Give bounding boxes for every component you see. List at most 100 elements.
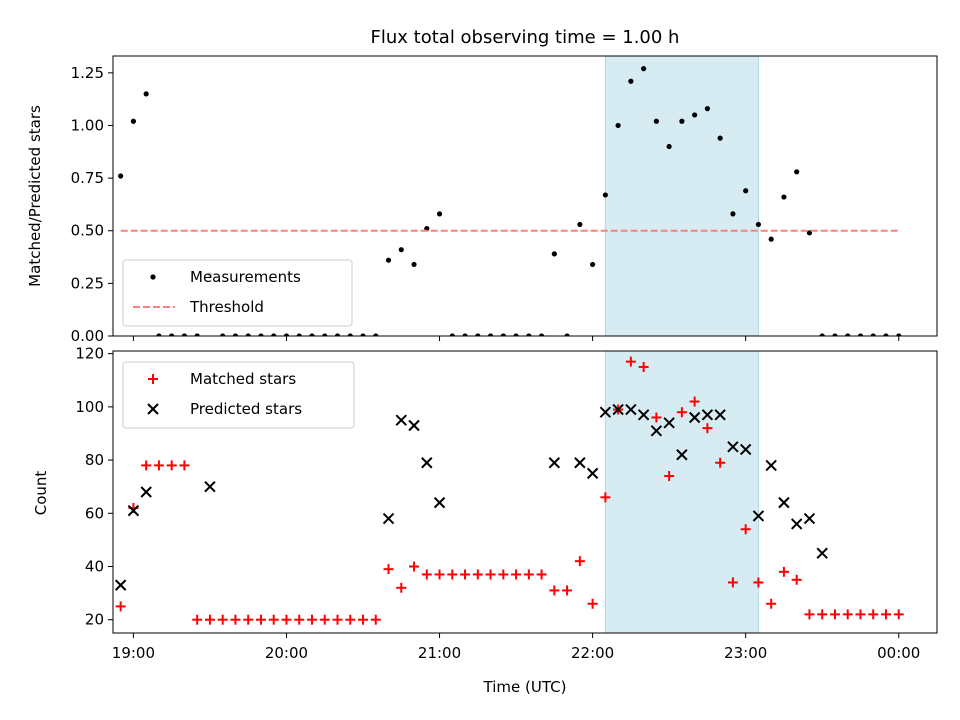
predicted-stars-point (382, 512, 395, 525)
measurement-point (232, 333, 239, 336)
matched-stars-point (549, 585, 560, 596)
matched-stars-point (217, 614, 228, 625)
measurement-point (220, 333, 226, 336)
bottom-x-tick-label: 00:00 (877, 644, 920, 662)
matched-stars-point (472, 569, 483, 580)
bottom-x-tick-label: 23:00 (724, 644, 767, 662)
predicted-stars-point (612, 403, 624, 416)
predicted-stars-point (727, 441, 739, 453)
matched-stars-point (192, 614, 203, 625)
bottom-y-tick-label: 40 (85, 557, 104, 575)
predicted-stars-point (433, 496, 446, 509)
measurement-point (564, 333, 570, 336)
top-plot-area (118, 56, 902, 336)
top-y-tick-label: 1.25 (71, 64, 104, 82)
predicted-stars-point (625, 403, 637, 416)
matched-stars-point (715, 457, 726, 468)
measurement-point (692, 112, 698, 118)
measurement-point (551, 251, 557, 257)
top-chart-title: Flux total observing time = 1.00 h (371, 27, 680, 48)
predicted-stars-point (714, 409, 726, 421)
measurement-point (653, 118, 659, 124)
measurement-point (628, 78, 634, 84)
matched-stars-point (345, 614, 356, 625)
matched-stars-point (523, 569, 534, 580)
bottom-x-tick-label: 21:00 (418, 644, 461, 662)
legend-matched-marker (148, 374, 158, 384)
measurement-point (462, 333, 468, 336)
top-legend-box (122, 259, 353, 327)
top-y-tick-label: 0.50 (71, 222, 104, 240)
top-y-tick-label: 1.00 (71, 116, 104, 134)
predicted-stars-point (650, 425, 663, 437)
top-y-tick-label: 0.25 (71, 274, 104, 292)
predicted-stars-point (752, 510, 765, 522)
measurement-point (258, 333, 264, 336)
matched-stars-point (447, 569, 458, 580)
bottom-legend-box (122, 361, 355, 429)
predicted-stars-point (127, 504, 140, 517)
matched-stars-point (153, 460, 164, 471)
measurement-point (194, 333, 200, 336)
measurement-point (615, 122, 621, 129)
predicted-stars-point (421, 457, 433, 469)
measurement-point (538, 333, 545, 336)
matched-stars-point (676, 407, 687, 418)
matched-stars-point (600, 492, 611, 503)
measurement-point (794, 169, 800, 175)
matched-stars-point (141, 460, 152, 471)
matched-stars-point (829, 609, 840, 620)
matched-stars-point (766, 598, 777, 609)
predicted-stars-point (739, 443, 752, 456)
top-y-tick-label: 0.75 (71, 169, 104, 187)
matched-stars-point (306, 614, 317, 625)
measurement-point (743, 188, 749, 194)
bottom-x-axis-title: Time (UTC) (483, 678, 567, 696)
bottom-chart: 19:00 20:00 21:00 22:00 23:00 00:00 20 40 60 80 10… (75, 345, 938, 662)
measurement-point (385, 257, 392, 263)
measurement-point (347, 333, 353, 336)
measurement-point (883, 333, 889, 336)
predicted-stars-point (395, 414, 407, 426)
matched-stars-point (702, 423, 713, 434)
measurement-point (679, 118, 685, 124)
measurement-point (730, 211, 736, 217)
measurement-point (169, 333, 175, 336)
measurement-point (717, 135, 723, 141)
measurement-point (130, 118, 137, 124)
measurement-point (845, 333, 851, 336)
measurement-point (245, 333, 251, 336)
matched-stars-point (460, 569, 471, 580)
matched-stars-point (332, 614, 343, 625)
bottom-axes-frame (112, 350, 938, 634)
measurement-point (436, 211, 443, 217)
matched-stars-point (689, 396, 700, 407)
matched-stars-point (804, 609, 815, 620)
bottom-y-tick-label: 80 (85, 451, 104, 469)
measurement-point (577, 221, 583, 228)
matched-stars-point (281, 614, 292, 625)
measurement-point (870, 333, 876, 336)
matched-stars-point (294, 614, 305, 625)
measurement-point (360, 333, 366, 336)
bottom-plot-area (114, 351, 904, 633)
matched-stars-point (255, 614, 266, 625)
legend-label: Threshold (189, 298, 264, 316)
matched-stars-point (727, 577, 738, 588)
measurement-point (513, 333, 519, 336)
legend-predicted-marker (147, 403, 159, 415)
measurement-point (819, 333, 825, 336)
matched-stars-point (893, 609, 904, 620)
matched-stars-point (868, 609, 879, 620)
bottom-x-tick-label: 22:00 (571, 644, 614, 662)
matched-stars-point (664, 471, 675, 482)
predicted-stars-point (637, 409, 650, 421)
matched-stars-point (817, 609, 828, 620)
measurement-point (309, 333, 315, 336)
measurement-point (641, 66, 647, 72)
measurement-point (334, 333, 341, 336)
matched-stars-point (204, 614, 215, 625)
predicted-stars-point (688, 411, 701, 424)
top-highlight-span (604, 56, 759, 336)
